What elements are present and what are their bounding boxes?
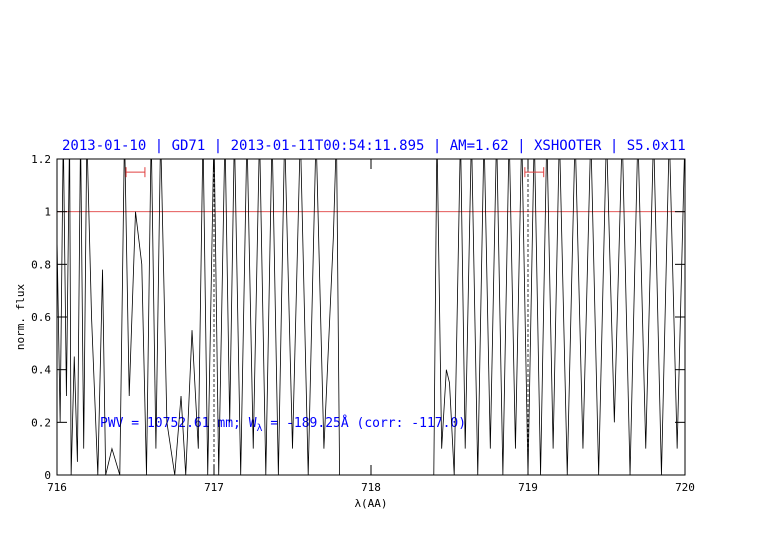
- x-tick-label: 720: [675, 481, 695, 494]
- annotation-subscript: λ: [257, 423, 263, 434]
- annotation-text: PWV = 10752.61 mm; W: [100, 416, 257, 431]
- y-tick-label: 1: [44, 206, 51, 219]
- plot-area: [57, 159, 685, 475]
- y-tick-label: 0.4: [31, 364, 51, 377]
- x-tick-label: 718: [361, 481, 381, 494]
- y-tick-label: 0.6: [31, 311, 51, 324]
- chart-title: 2013-01-10 | GD71 | 2013-01-11T00:54:11.…: [62, 138, 686, 154]
- y-tick-label: 1.2: [31, 153, 51, 166]
- x-tick-label: 716: [47, 481, 67, 494]
- y-tick-label: 0: [44, 469, 51, 482]
- x-tick-label: 717: [204, 481, 224, 494]
- annotation-text: = -189.25Å (corr: -117.0): [263, 415, 467, 431]
- x-tick-label: 719: [518, 481, 538, 494]
- y-axis-label: norm. flux: [14, 284, 27, 351]
- spectrum-line: [57, 159, 685, 475]
- annotation: PWV = 10752.61 mm; Wλ = -189.25Å (corr: …: [100, 415, 466, 434]
- y-tick-label: 0.8: [31, 258, 51, 271]
- y-tick-label: 0.2: [31, 416, 51, 429]
- x-axis-label: λ(AA): [354, 497, 387, 510]
